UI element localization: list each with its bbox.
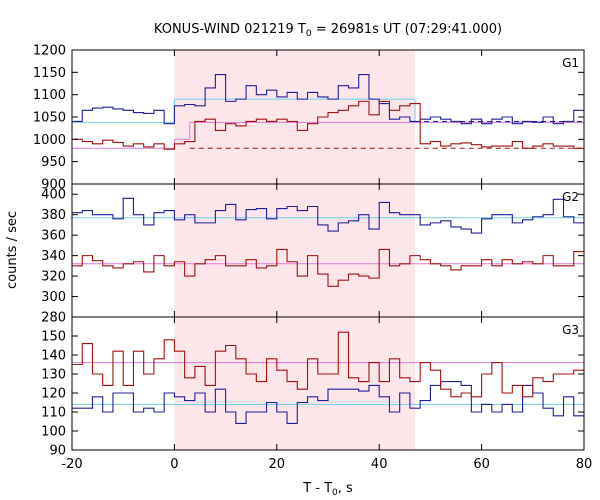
ytick-label-g3-120: 120 bbox=[41, 387, 66, 402]
ytick-label-g2-300: 300 bbox=[41, 290, 66, 305]
xtick-label-0: 0 bbox=[170, 457, 178, 472]
ytick-label-g2-400: 400 bbox=[41, 188, 66, 203]
ytick-label-g3-100: 100 bbox=[41, 425, 66, 440]
panel-g1: 900 950 1000 1050 1100 1150 1200 G1 bbox=[33, 44, 585, 193]
ytick-label-g3-130: 130 bbox=[41, 368, 66, 383]
ytick-label-g1-1000: 1000 bbox=[33, 133, 66, 148]
panel-label-g3: G3 bbox=[562, 323, 579, 337]
ytick-label-g2-360: 360 bbox=[41, 229, 66, 244]
shaded-interval bbox=[174, 50, 416, 450]
ytick-label-g1-1100: 1100 bbox=[33, 88, 66, 103]
ytick-label-g2-340: 340 bbox=[41, 249, 66, 264]
chart-title: KONUS-WIND 021219 T0 = 26981s UT (07:29:… bbox=[154, 22, 502, 39]
frame-g3 bbox=[71, 316, 585, 451]
shaded-rect bbox=[174, 50, 416, 450]
ytick-label-g3-110: 110 bbox=[41, 406, 66, 421]
ytick-label-g3-90: 90 bbox=[49, 444, 66, 459]
ytick-label-g1-1150: 1150 bbox=[33, 66, 66, 81]
ytick-label-g1-900: 900 bbox=[41, 178, 66, 193]
xtick-label-60: 60 bbox=[473, 457, 490, 472]
ytick-label-g2-280: 280 bbox=[41, 311, 66, 326]
ytick-label-g3-150: 150 bbox=[41, 330, 66, 345]
series-g2-1 bbox=[72, 248, 584, 287]
ytick-label-g2-380: 380 bbox=[41, 208, 66, 223]
xtick-label-40: 40 bbox=[371, 457, 388, 472]
panel-label-g2: G2 bbox=[562, 190, 579, 204]
panel-label-g1: G1 bbox=[562, 56, 579, 70]
x-axis-title: T - T0, s bbox=[302, 481, 353, 498]
series-g2-0 bbox=[72, 197, 584, 234]
series-g1-0 bbox=[72, 74, 584, 125]
series-g3-0 bbox=[72, 381, 584, 424]
xtick-label--20: -20 bbox=[61, 457, 82, 472]
xtick-label-20: 20 bbox=[269, 457, 286, 472]
panels: 90095010001050110011501200G1280300320340… bbox=[33, 44, 592, 473]
ytick-label-g2-320: 320 bbox=[41, 270, 66, 285]
ytick-label-g1-950: 950 bbox=[41, 155, 66, 170]
series-g1-1 bbox=[72, 100, 584, 150]
ytick-label-g1-1050: 1050 bbox=[33, 111, 66, 126]
ytick-label-g1-1200: 1200 bbox=[33, 44, 66, 59]
series-g3-1 bbox=[72, 331, 584, 398]
ytick-label-g3-140: 140 bbox=[41, 349, 66, 364]
xtick-label-80: 80 bbox=[576, 457, 593, 472]
panel-g3: 90 100 110 120 130 140 150 G3 bbox=[41, 316, 585, 459]
y-axis-title: counts / sec bbox=[5, 211, 20, 289]
